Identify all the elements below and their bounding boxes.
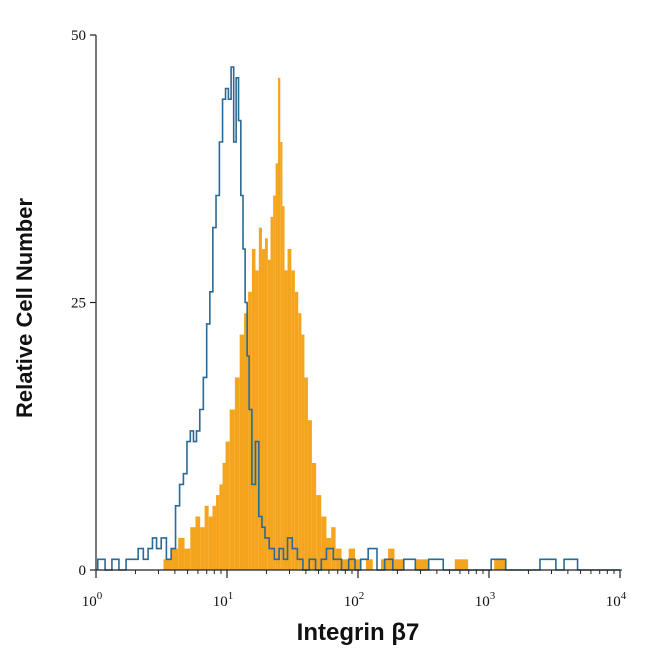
filled-histogram-bar xyxy=(454,559,469,570)
x-tick-label: 103 xyxy=(475,590,496,610)
filled-histogram-bar xyxy=(258,227,262,570)
x-tick-label: 104 xyxy=(606,590,627,610)
filled-histogram-bar xyxy=(229,409,235,570)
filled-histogram-bar xyxy=(273,195,276,570)
filled-histogram-bar xyxy=(287,249,292,570)
filled-histogram-bar xyxy=(234,377,240,570)
filled-histogram-bar xyxy=(251,249,256,570)
filled-histogram-bar xyxy=(280,142,283,570)
axes-layer xyxy=(95,35,620,571)
x-tick-label: 100 xyxy=(82,590,103,610)
filled-histogram-bar xyxy=(365,559,373,570)
filled-histogram-bar xyxy=(311,463,317,570)
filled-histogram-bar xyxy=(239,334,245,570)
filled-histogram-bar xyxy=(171,548,179,570)
filled-histogram-bar xyxy=(494,559,506,570)
filled-histogram-bar xyxy=(178,537,185,570)
x-axis-title: Integrin β7 xyxy=(297,619,420,646)
outline-series-layer xyxy=(96,66,622,571)
filled-histogram-bar xyxy=(208,516,213,570)
filled-histogram-bar xyxy=(326,537,332,570)
filled-histogram-bar xyxy=(190,527,196,570)
filled-histogram-bar xyxy=(222,463,226,570)
filled-histogram-bar xyxy=(248,291,252,570)
filled-histogram-bar xyxy=(304,377,308,570)
filled-histogram-bar xyxy=(184,548,191,570)
filled-histogram-bar xyxy=(267,259,271,570)
x-tick-label: 102 xyxy=(344,590,365,610)
filled-histogram-bar xyxy=(244,313,249,570)
filled-histogram-bar xyxy=(270,216,274,570)
ticks-layer: 0 25 50 100 101 102 103 104 xyxy=(71,28,627,610)
x-tick-label: 101 xyxy=(213,590,234,610)
filled-histogram-bar xyxy=(294,291,299,570)
outline-histogram-series xyxy=(96,66,622,571)
filled-histogram-bar xyxy=(264,238,268,571)
filled-histogram-bar xyxy=(261,249,265,570)
filled-histogram-bar xyxy=(394,559,404,570)
filled-series-layer xyxy=(163,77,506,571)
filled-histogram-bar xyxy=(277,77,281,571)
filled-histogram-bar xyxy=(216,495,220,570)
filled-histogram-bar xyxy=(200,527,205,570)
y-axis-title: Relative Cell Number xyxy=(12,198,37,419)
y-tick-label: 50 xyxy=(71,28,86,44)
y-tick-label: 0 xyxy=(79,563,87,579)
filled-histogram-bar xyxy=(307,420,312,570)
filled-histogram-bar xyxy=(212,505,217,570)
filled-histogram-bar xyxy=(163,559,172,570)
filled-histogram-bar xyxy=(291,270,295,570)
filled-histogram-bar xyxy=(225,441,230,570)
filled-histogram-bar xyxy=(275,163,278,570)
filled-histogram-bar xyxy=(298,313,302,570)
filled-histogram-bar xyxy=(204,505,209,570)
filled-histogram-bar xyxy=(284,270,288,570)
filled-histogram-bar xyxy=(219,484,223,570)
filled-histogram-bar xyxy=(282,206,285,570)
filled-histogram-bar xyxy=(195,516,201,570)
filled-histogram-bar xyxy=(301,334,305,570)
filled-histogram-bar xyxy=(321,516,327,570)
y-tick-label: 25 xyxy=(71,296,86,312)
filled-histogram-bar xyxy=(316,495,322,570)
filled-histogram-bar xyxy=(415,559,429,570)
filled-histogram-bar xyxy=(341,559,349,570)
filled-histogram-bar xyxy=(355,559,361,570)
filled-histogram-bar xyxy=(255,270,259,570)
